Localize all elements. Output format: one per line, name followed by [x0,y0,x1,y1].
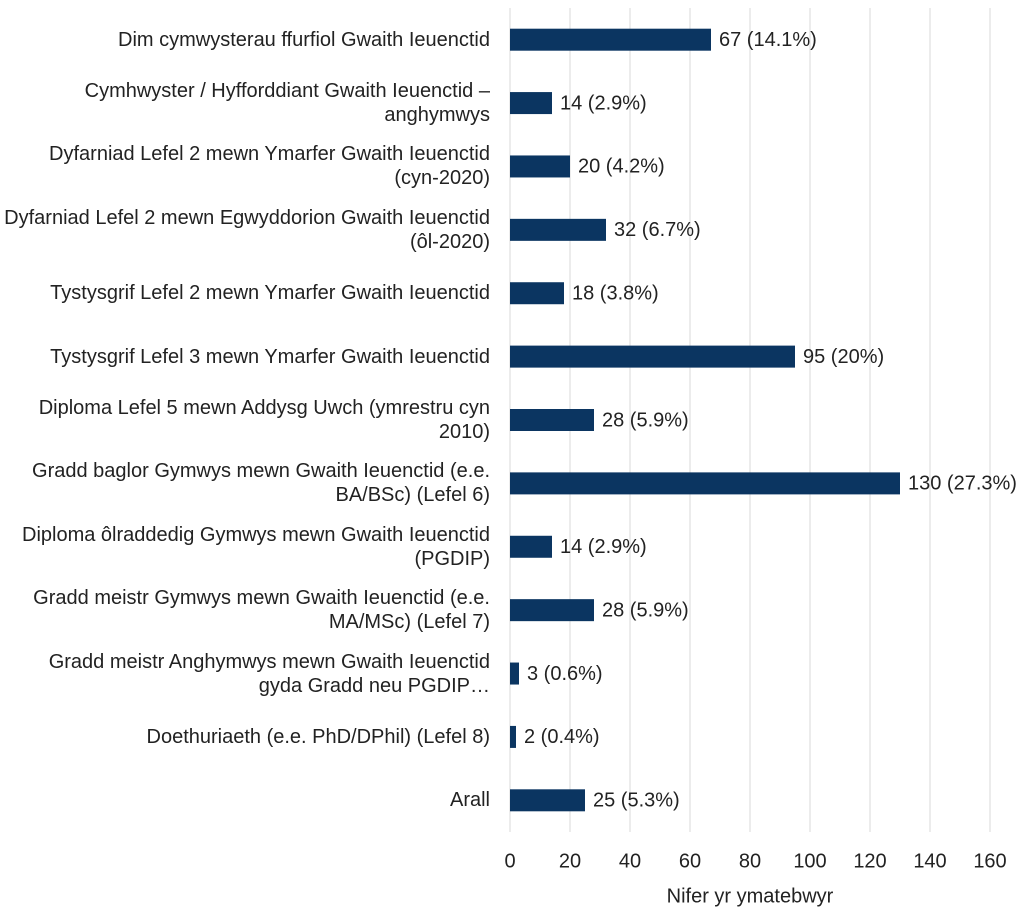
bar [510,155,570,178]
data-label: 20 (4.2%) [578,156,665,178]
x-tick-label: 160 [973,850,1006,872]
y-tick-label: Cymhwyster / Hyfforddiant Gwaith Ieuenct… [84,80,490,127]
y-tick-label: Gradd baglor Gymwys mewn Gwaith Ieuencti… [32,460,490,507]
data-label: 14 (2.9%) [560,92,647,114]
x-tick-label: 0 [504,850,515,872]
data-label: 3 (0.6%) [527,663,603,685]
data-label: 2 (0.4%) [524,726,600,748]
data-label: 28 (5.9%) [602,409,689,431]
bar [510,789,585,812]
x-tick-label: 100 [793,850,826,872]
y-tick-label: Doethuriaeth (e.e. PhD/DPhil) (Lefel 8) [146,725,491,748]
data-label: 28 (5.9%) [602,599,689,621]
x-tick-label: 120 [853,850,886,872]
bar [510,218,606,241]
bar [510,725,516,748]
data-label: 18 (3.8%) [572,283,659,305]
y-tick-label: Arall [449,789,490,812]
bar [510,282,564,305]
y-tick-label: Dyfarniad Lefel 2 mewn Egwyddorion Gwait… [4,206,490,253]
data-label: 25 (5.3%) [593,790,680,812]
y-tick-label: Diploma ôlraddedig Gymwys mewn Gwaith Ie… [22,523,490,570]
data-label: 14 (2.9%) [560,536,647,558]
y-tick-label: Gradd meistr Gymwys mewn Gwaith Ieuencti… [33,587,490,634]
bar [510,28,711,51]
y-tick-label: Dyfarniad Lefel 2 mewn Ymarfer Gwaith Ie… [49,143,490,190]
bar [510,345,795,368]
data-label: 130 (27.3%) [908,473,1017,495]
bar [510,472,900,495]
x-tick-label: 40 [619,850,641,872]
bar [510,92,552,115]
y-tick-label: Tystysgrif Lefel 2 mewn Ymarfer Gwaith I… [50,282,490,305]
x-tick-label: 60 [679,850,701,872]
bar [510,599,594,622]
y-tick-label: Tystysgrif Lefel 3 mewn Ymarfer Gwaith I… [50,345,490,368]
x-tick-label: 80 [739,850,761,872]
x-tick-label: 140 [913,850,946,872]
data-label: 32 (6.7%) [614,219,701,241]
bar [510,409,594,431]
y-tick-label: Gradd meistr Anghymwys mewn Gwaith Ieuen… [48,650,490,697]
y-tick-label: Diploma Lefel 5 mewn Addysg Uwch (ymrest… [38,397,490,443]
bar [510,535,552,558]
bar [510,662,519,685]
x-tick-label: 20 [559,850,581,872]
y-tick-label: Dim cymwysterau ffurfiol Gwaith Ieuencti… [118,28,490,51]
data-label: 67 (14.1%) [719,29,817,51]
x-axis-title: Nifer yr ymatebwyr [667,885,834,907]
data-label: 95 (20%) [803,346,884,368]
